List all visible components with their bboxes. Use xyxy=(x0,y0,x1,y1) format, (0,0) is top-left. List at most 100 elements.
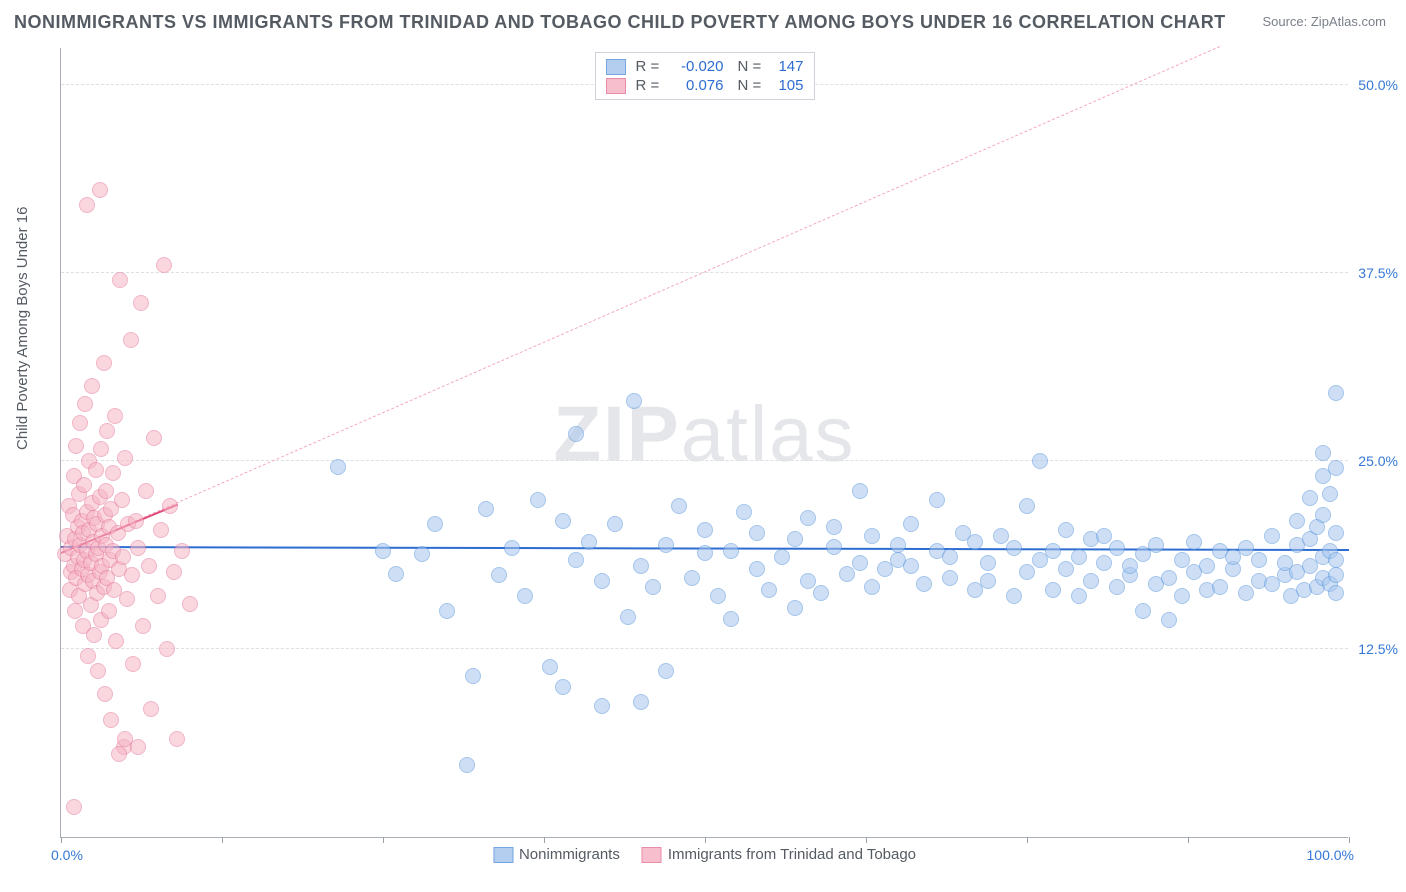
scatter-point-immigrants xyxy=(68,438,84,454)
scatter-point-immigrants xyxy=(108,633,124,649)
scatter-point-nonimmigrants xyxy=(1186,534,1202,550)
scatter-point-immigrants xyxy=(159,641,175,657)
scatter-point-nonimmigrants xyxy=(568,552,584,568)
scatter-point-nonimmigrants xyxy=(1109,579,1125,595)
scatter-point-nonimmigrants xyxy=(439,603,455,619)
scatter-point-nonimmigrants xyxy=(1096,555,1112,571)
regression-line xyxy=(61,46,1221,554)
scatter-point-nonimmigrants xyxy=(1058,561,1074,577)
x-axis-min-label: 0.0% xyxy=(51,847,83,863)
chart-title: NONIMMIGRANTS VS IMMIGRANTS FROM TRINIDA… xyxy=(14,12,1226,33)
scatter-point-nonimmigrants xyxy=(459,757,475,773)
correlation-legend: R = -0.020 N = 147 R = 0.076 N = 105 xyxy=(595,52,815,100)
legend-label-immigrants: Immigrants from Trinidad and Tobago xyxy=(668,846,916,863)
scatter-point-nonimmigrants xyxy=(1302,490,1318,506)
scatter-point-nonimmigrants xyxy=(1328,460,1344,476)
scatter-point-immigrants xyxy=(162,498,178,514)
scatter-point-nonimmigrants xyxy=(414,546,430,562)
scatter-point-nonimmigrants xyxy=(813,585,829,601)
scatter-point-nonimmigrants xyxy=(1238,585,1254,601)
scatter-point-nonimmigrants xyxy=(864,579,880,595)
scatter-point-nonimmigrants xyxy=(1135,603,1151,619)
scatter-point-nonimmigrants xyxy=(697,545,713,561)
scatter-point-nonimmigrants xyxy=(517,588,533,604)
x-tick xyxy=(222,837,223,843)
swatch-immigrants-bottom xyxy=(642,847,662,863)
scatter-point-nonimmigrants xyxy=(864,528,880,544)
scatter-point-immigrants xyxy=(150,588,166,604)
swatch-nonimmigrants xyxy=(606,59,626,75)
scatter-point-nonimmigrants xyxy=(761,582,777,598)
scatter-point-nonimmigrants xyxy=(1006,540,1022,556)
watermark: ZIPatlas xyxy=(553,388,855,479)
scatter-point-immigrants xyxy=(93,441,109,457)
scatter-point-nonimmigrants xyxy=(723,611,739,627)
r-label: R = xyxy=(636,77,664,94)
scatter-point-immigrants xyxy=(119,591,135,607)
scatter-point-nonimmigrants xyxy=(929,492,945,508)
scatter-point-nonimmigrants xyxy=(1058,522,1074,538)
r-label: R = xyxy=(636,58,664,75)
scatter-point-immigrants xyxy=(105,465,121,481)
x-tick xyxy=(705,837,706,843)
scatter-point-nonimmigrants xyxy=(504,540,520,556)
scatter-point-nonimmigrants xyxy=(684,570,700,586)
scatter-point-nonimmigrants xyxy=(1045,582,1061,598)
scatter-point-immigrants xyxy=(138,483,154,499)
scatter-point-nonimmigrants xyxy=(1161,570,1177,586)
scatter-point-immigrants xyxy=(99,423,115,439)
scatter-point-nonimmigrants xyxy=(1315,445,1331,461)
scatter-point-nonimmigrants xyxy=(1251,552,1267,568)
legend-row-immigrants: R = 0.076 N = 105 xyxy=(604,76,806,95)
scatter-point-nonimmigrants xyxy=(710,588,726,604)
scatter-point-nonimmigrants xyxy=(942,570,958,586)
x-tick xyxy=(61,837,62,843)
scatter-point-nonimmigrants xyxy=(658,537,674,553)
scatter-point-immigrants xyxy=(130,540,146,556)
scatter-point-nonimmigrants xyxy=(555,513,571,529)
scatter-point-nonimmigrants xyxy=(1174,588,1190,604)
scatter-point-immigrants xyxy=(112,272,128,288)
x-axis-max-label: 100.0% xyxy=(1307,847,1354,863)
scatter-point-nonimmigrants xyxy=(1122,558,1138,574)
scatter-point-immigrants xyxy=(84,378,100,394)
scatter-point-nonimmigrants xyxy=(1238,540,1254,556)
scatter-point-immigrants xyxy=(96,355,112,371)
scatter-point-immigrants xyxy=(103,712,119,728)
legend-item-immigrants: Immigrants from Trinidad and Tobago xyxy=(642,846,916,863)
scatter-point-nonimmigrants xyxy=(1174,552,1190,568)
scatter-point-immigrants xyxy=(111,746,127,762)
scatter-point-nonimmigrants xyxy=(1071,549,1087,565)
scatter-point-immigrants xyxy=(97,686,113,702)
scatter-point-nonimmigrants xyxy=(626,393,642,409)
scatter-point-nonimmigrants xyxy=(555,679,571,695)
scatter-point-nonimmigrants xyxy=(620,609,636,625)
n-value-nonimmigrants: 147 xyxy=(772,58,804,75)
scatter-point-nonimmigrants xyxy=(1019,498,1035,514)
scatter-point-nonimmigrants xyxy=(916,576,932,592)
scatter-point-immigrants xyxy=(141,558,157,574)
scatter-point-immigrants xyxy=(107,408,123,424)
scatter-point-nonimmigrants xyxy=(658,663,674,679)
scatter-point-nonimmigrants xyxy=(800,510,816,526)
x-tick xyxy=(866,837,867,843)
scatter-point-nonimmigrants xyxy=(1006,588,1022,604)
x-tick xyxy=(1349,837,1350,843)
scatter-point-immigrants xyxy=(128,513,144,529)
scatter-point-nonimmigrants xyxy=(671,498,687,514)
scatter-point-nonimmigrants xyxy=(787,600,803,616)
scatter-point-nonimmigrants xyxy=(1315,507,1331,523)
scatter-point-immigrants xyxy=(76,477,92,493)
scatter-point-immigrants xyxy=(80,648,96,664)
scatter-point-nonimmigrants xyxy=(1109,540,1125,556)
scatter-point-immigrants xyxy=(130,739,146,755)
scatter-point-nonimmigrants xyxy=(1199,558,1215,574)
scatter-point-immigrants xyxy=(174,543,190,559)
scatter-point-immigrants xyxy=(66,799,82,815)
gridline-h xyxy=(61,460,1348,461)
scatter-point-immigrants xyxy=(98,483,114,499)
scatter-point-nonimmigrants xyxy=(1161,612,1177,628)
scatter-point-immigrants xyxy=(143,701,159,717)
scatter-point-immigrants xyxy=(67,603,83,619)
scatter-point-immigrants xyxy=(77,396,93,412)
